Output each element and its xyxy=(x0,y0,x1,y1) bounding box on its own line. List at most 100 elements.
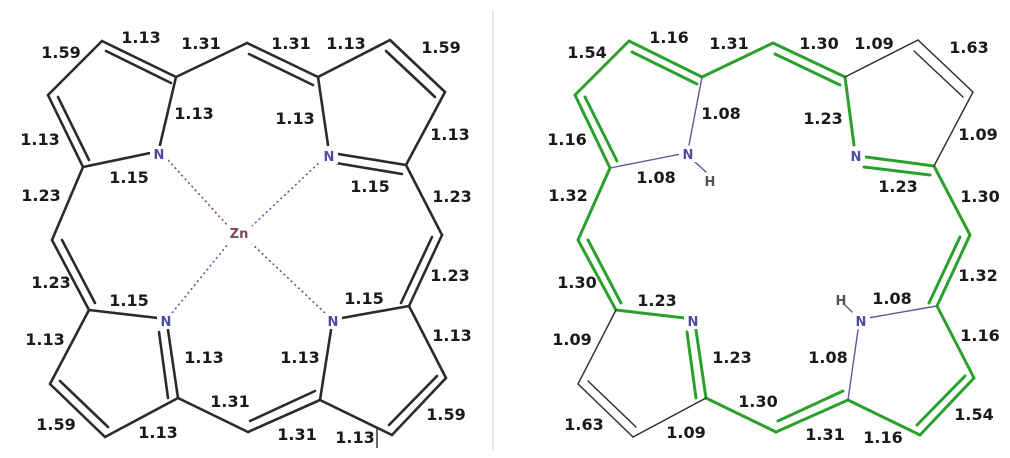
bond xyxy=(583,95,619,163)
bond-length-label: 1.32 xyxy=(548,186,587,205)
atom-h-bottom-right: H xyxy=(836,294,847,309)
bond-length-label: 1.59 xyxy=(426,405,465,424)
bond-length-label: 1.30 xyxy=(960,187,999,206)
bond xyxy=(166,328,180,400)
zn-coordination xyxy=(167,159,326,314)
bond xyxy=(918,376,976,437)
atom-n-bottom-left: N xyxy=(161,315,172,330)
bond xyxy=(50,238,91,312)
bond xyxy=(935,233,972,308)
bond-length-label: 1.59 xyxy=(41,43,80,62)
atom-zn: Zn xyxy=(230,227,249,242)
bond xyxy=(387,374,439,427)
bond xyxy=(58,379,110,429)
bond xyxy=(56,95,91,162)
bond xyxy=(46,39,104,97)
bond xyxy=(935,304,976,380)
bond xyxy=(248,389,317,423)
bond xyxy=(318,398,394,437)
bond xyxy=(50,165,85,242)
bond xyxy=(843,75,856,147)
coordination-bond xyxy=(171,243,229,314)
bond xyxy=(576,166,612,242)
coordination-bond xyxy=(251,159,323,227)
bond-length-label: 1.09 xyxy=(854,34,893,53)
bond-length-label: 1.23 xyxy=(712,348,751,367)
bond xyxy=(407,233,444,308)
bond xyxy=(336,152,408,167)
bond xyxy=(334,161,404,176)
bond-length-label: 1.15 xyxy=(350,177,389,196)
bond xyxy=(867,305,938,319)
bond xyxy=(407,304,448,380)
bond xyxy=(847,329,859,401)
bond-length-label: 1.16 xyxy=(649,28,688,47)
bond xyxy=(46,93,85,169)
bond xyxy=(927,235,962,305)
bond xyxy=(630,50,699,86)
bond xyxy=(846,398,922,437)
bond xyxy=(577,309,617,385)
bond xyxy=(586,238,623,305)
bond-length-label: 1.31 xyxy=(271,34,310,53)
bond xyxy=(157,330,170,400)
bond xyxy=(913,50,964,98)
bond-length-label: 1.13 xyxy=(138,423,177,442)
atom-h-top-left: H xyxy=(705,175,716,190)
bond-length-label: 1.16 xyxy=(960,326,999,345)
bond xyxy=(862,165,932,177)
bond-length-label: 1.30 xyxy=(799,34,838,53)
bond xyxy=(245,41,320,79)
bond-length-label: 1.09 xyxy=(958,125,997,144)
bond-length-label: 1.09 xyxy=(552,330,591,349)
bond-length-label: 1.63 xyxy=(949,38,988,57)
bond xyxy=(609,153,682,169)
bond xyxy=(87,308,160,320)
bond-length-label: 1.54 xyxy=(954,405,993,424)
left-molecule xyxy=(46,38,448,439)
bond-length-label: 1.08 xyxy=(636,168,675,187)
bond-length-label: 1.23 xyxy=(803,109,842,128)
bond xyxy=(316,75,330,147)
atom-n-bottom-right: N xyxy=(328,315,339,330)
bond xyxy=(932,164,972,237)
bond xyxy=(60,238,97,305)
bond-length-label: 1.09 xyxy=(666,423,705,442)
bond-length-label: 1.08 xyxy=(808,348,847,367)
bond-length-label: 1.23 xyxy=(878,177,917,196)
bond xyxy=(573,39,631,97)
bond-length-label: 1.63 xyxy=(564,415,603,434)
bond xyxy=(917,39,974,93)
bond-length-label: 1.13 xyxy=(121,28,160,47)
bond-length-label: 1.23 xyxy=(31,273,70,292)
bond-length-label: 1.59 xyxy=(421,38,460,57)
bond-length-label: 1.15 xyxy=(109,168,148,187)
bond-length-label: 1.13 xyxy=(280,348,319,367)
bond-length-label: 1.15 xyxy=(109,291,148,310)
bond-length-label: 1.30 xyxy=(738,392,777,411)
bond xyxy=(158,75,178,147)
bond xyxy=(774,398,850,434)
bond xyxy=(318,328,333,402)
bond xyxy=(404,90,447,167)
bond-length-label: 1.08 xyxy=(701,104,740,123)
bond xyxy=(577,383,634,438)
bond xyxy=(844,39,919,78)
bond xyxy=(174,41,249,79)
atom-n-top-right: N xyxy=(851,150,862,165)
bond-length-label: 1.13 xyxy=(335,428,374,447)
bond-length-label: 1.54 xyxy=(567,43,606,62)
bond xyxy=(81,150,157,169)
bond xyxy=(915,374,967,427)
bond xyxy=(704,396,778,434)
left-bond-labels: 1.13 1.31 1.31 1.13 1.59 1.59 1.13 1.13 … xyxy=(20,28,471,447)
bond-length-label: 1.23 xyxy=(432,187,471,206)
bond-length-label: 1.13 xyxy=(174,104,213,123)
bond-length-label: 1.31 xyxy=(277,425,316,444)
bond xyxy=(176,396,250,434)
bond xyxy=(776,389,845,423)
bond xyxy=(388,38,447,94)
bond xyxy=(390,376,448,437)
bond-length-label: 1.13 xyxy=(432,326,471,345)
bond-length-label: 1.08 xyxy=(872,289,911,308)
